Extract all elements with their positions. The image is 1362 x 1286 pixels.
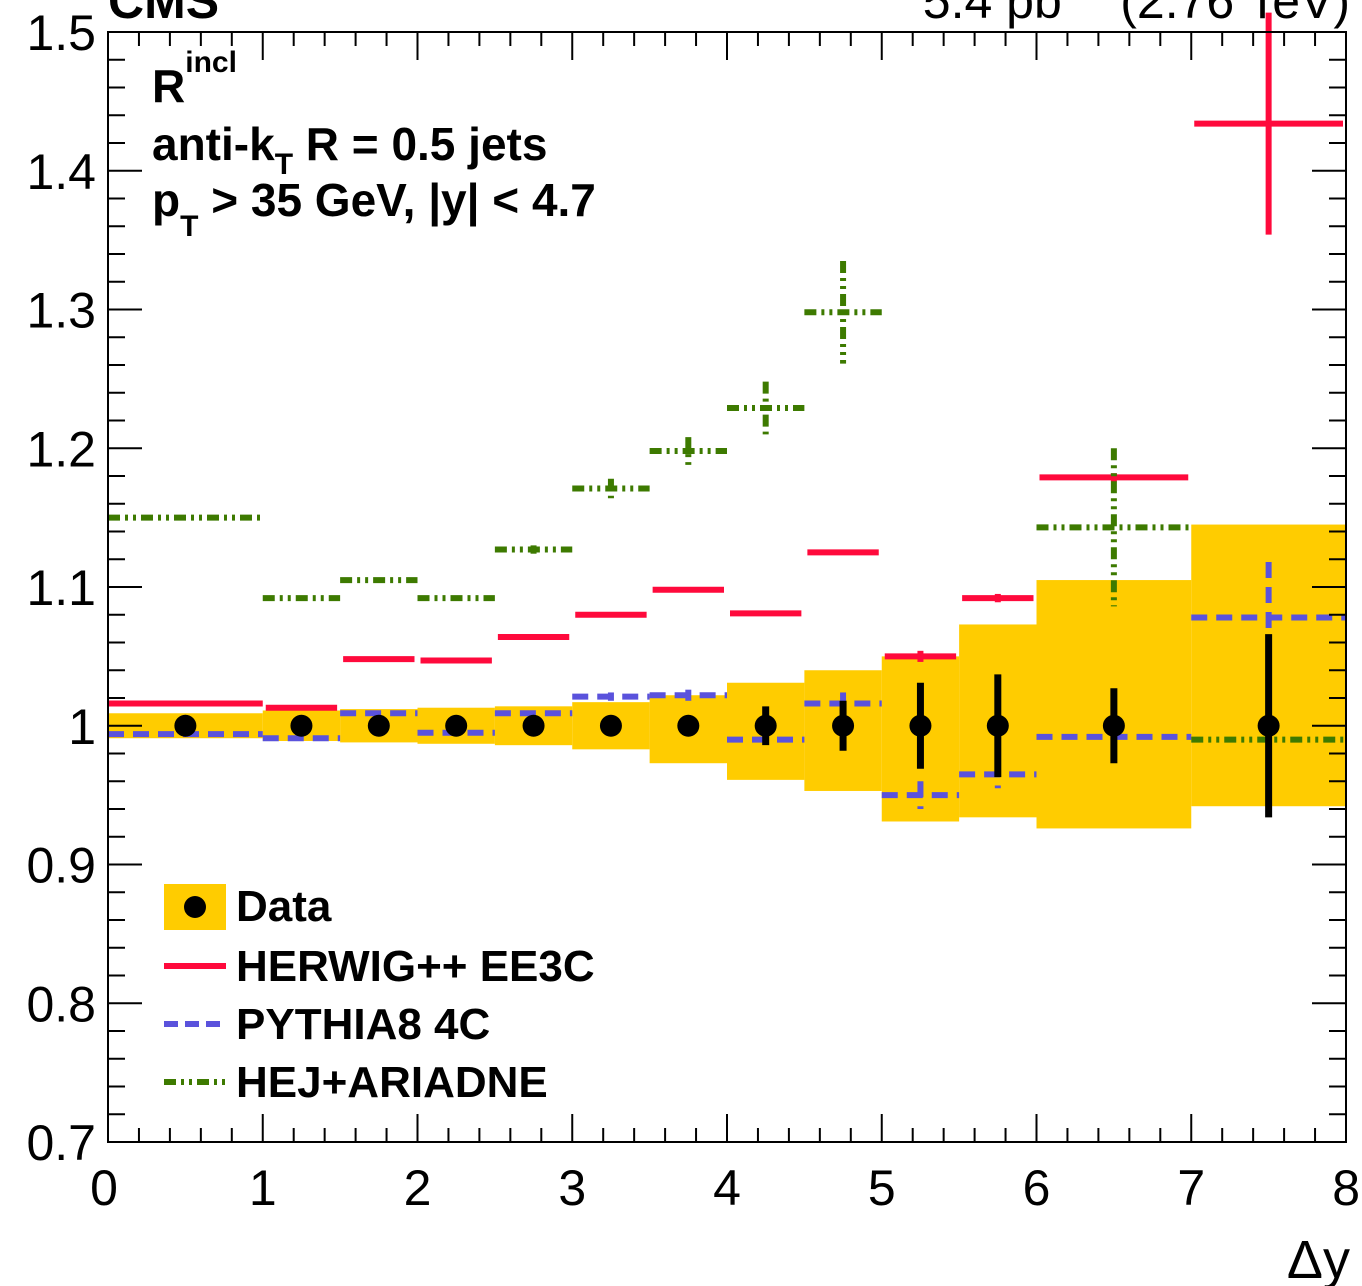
- data-point: [290, 714, 313, 737]
- y-tick-label: 0.7: [26, 1115, 96, 1171]
- data-point: [909, 714, 932, 737]
- data-point: [986, 714, 1009, 737]
- y-tick-label: 1.1: [26, 560, 96, 616]
- y-tick-label: 1.4: [26, 144, 96, 200]
- data-point: [522, 714, 545, 737]
- data-point: [1257, 714, 1280, 737]
- data-point: [445, 714, 468, 737]
- y-tick-label: 1.3: [26, 283, 96, 339]
- x-axis-label: Δy: [1287, 1230, 1350, 1286]
- data-point: [174, 714, 197, 737]
- data-point: [599, 714, 622, 737]
- experiment-label: CMS: [108, 0, 219, 29]
- x-tick-label: 7: [1177, 1160, 1205, 1216]
- legend-item-data: Data: [164, 882, 332, 931]
- legend-data-marker: [184, 896, 206, 918]
- jet-definition-label: anti-kT R = 0.5 jets: [152, 118, 547, 181]
- observable-label: Rincl: [152, 46, 237, 112]
- x-tick-label: 0: [90, 1160, 118, 1216]
- x-tick-label: 8: [1332, 1160, 1360, 1216]
- data-point: [754, 714, 777, 737]
- x-tick-label: 2: [404, 1160, 432, 1216]
- y-tick-label: 0.8: [26, 976, 96, 1032]
- legend-item-herwig: HERWIG++ EE3C: [164, 942, 595, 991]
- data-point: [832, 714, 855, 737]
- data-points-group: [174, 634, 1280, 818]
- legend: Data HERWIG++ EE3C PYTHIA8 4C HEJ+ARIADN…: [164, 882, 595, 1107]
- axes-group: 0 1 2 3 4 5 6 7 8 0.7 0.8 0.9 1 1.1 1.2 1.3 1.4 1.5: [26, 5, 1360, 1216]
- x-tick-label: 4: [713, 1160, 741, 1216]
- y-tick-label: 1.5: [26, 5, 96, 61]
- x-tick-label: 5: [868, 1160, 896, 1216]
- x-tick-label: 6: [1023, 1160, 1051, 1216]
- x-tick-label: 3: [558, 1160, 586, 1216]
- x-tick-label: 1: [249, 1160, 277, 1216]
- legend-label-hej: HEJ+ARIADNE: [236, 1058, 548, 1107]
- legend-label-pythia: PYTHIA8 4C: [236, 1000, 490, 1049]
- legend-item-hej: HEJ+ARIADNE: [164, 1058, 548, 1107]
- y-tick-label: 1.2: [26, 421, 96, 477]
- data-point: [367, 714, 390, 737]
- y-tick-label: 0.9: [26, 838, 96, 894]
- lumi-energy-label: 5.4 pb-1(2.76 TeV): [923, 0, 1350, 29]
- y-tick-label: 1: [68, 699, 96, 755]
- kinematic-cut-label: pT > 35 GeV, |y| < 4.7: [152, 174, 596, 243]
- data-point: [1102, 714, 1125, 737]
- systematic-band-group: [108, 524, 1346, 829]
- legend-label-herwig: HERWIG++ EE3C: [236, 942, 595, 991]
- legend-item-pythia: PYTHIA8 4C: [164, 1000, 490, 1049]
- data-point: [677, 714, 700, 737]
- legend-label-data: Data: [236, 882, 332, 931]
